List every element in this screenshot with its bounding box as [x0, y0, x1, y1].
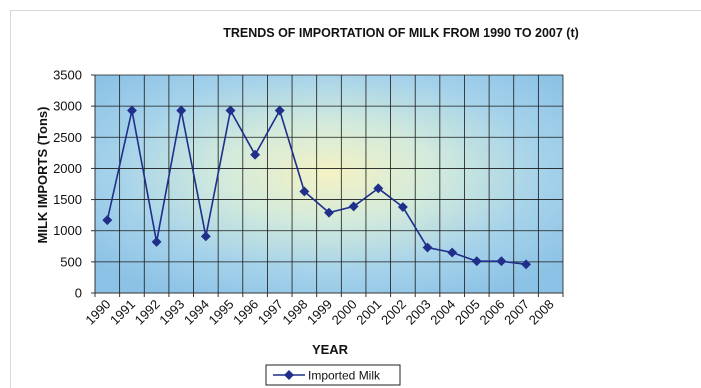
x-tick-label: 2002 [378, 297, 409, 328]
legend: Imported Milk [265, 364, 401, 386]
x-tick-label: 1991 [107, 297, 138, 328]
data-point-marker [250, 149, 261, 160]
x-tick-label: 1997 [255, 297, 286, 328]
data-point-marker [422, 242, 433, 253]
x-tick-label: 1995 [206, 297, 237, 328]
y-tick-label: 3500 [53, 68, 82, 83]
y-tick-label: 3000 [53, 99, 82, 114]
x-tick-label: 1996 [230, 297, 261, 328]
data-point-marker [102, 215, 113, 226]
legend-box [265, 364, 401, 386]
data-point-marker [521, 259, 532, 270]
x-tick-label: 2004 [427, 297, 458, 328]
x-tick-label: 2003 [403, 297, 434, 328]
x-tick-label: 2007 [501, 297, 532, 328]
plot-area [95, 75, 563, 293]
x-tick-label: 2000 [329, 297, 360, 328]
x-tick-label: 2008 [526, 297, 557, 328]
chart-title: TRENDS OF IMPORTATION OF MILK FROM 1990 … [223, 26, 579, 40]
data-point-marker [397, 202, 408, 212]
data-point-marker [299, 186, 310, 197]
data-point-marker [471, 256, 482, 267]
y-tick-label: 0 [75, 286, 82, 301]
x-tick-label: 2001 [353, 297, 384, 328]
y-tick-label: 2000 [53, 161, 82, 176]
data-point-marker [151, 236, 162, 247]
series-line [106, 109, 527, 266]
data-point-marker [225, 105, 236, 116]
x-tick-label: 1998 [279, 297, 310, 328]
legend-marker-swatch [284, 370, 294, 380]
data-point-marker [324, 207, 334, 218]
y-tick-label: 500 [60, 254, 82, 269]
frame-border-left [10, 10, 11, 388]
x-tick-label: 1994 [181, 297, 212, 328]
data-point-marker [496, 256, 507, 267]
data-point-marker [373, 183, 384, 194]
y-tick-label: 2500 [53, 130, 82, 145]
data-point-marker [176, 105, 187, 116]
frame-border-top [10, 10, 701, 11]
y-tick-label: 1500 [53, 192, 82, 207]
x-tick-label: 1992 [132, 297, 163, 328]
y-tick-label: 1000 [53, 223, 82, 238]
data-point-marker [447, 247, 458, 258]
data-point-marker [126, 105, 137, 116]
x-axis-title: YEAR [312, 342, 349, 357]
x-tick-label: 1999 [304, 297, 335, 328]
legend-label: Imported Milk [308, 369, 381, 383]
x-tick-label: 1990 [82, 297, 113, 328]
data-point-marker [348, 201, 359, 212]
x-tick-label: 2005 [452, 297, 483, 328]
x-tick-label: 2006 [476, 297, 507, 328]
y-axis-title: MILK IMPORTS (Tons) [35, 107, 50, 244]
x-tick-label: 1993 [156, 297, 187, 328]
data-point-marker [200, 231, 211, 242]
